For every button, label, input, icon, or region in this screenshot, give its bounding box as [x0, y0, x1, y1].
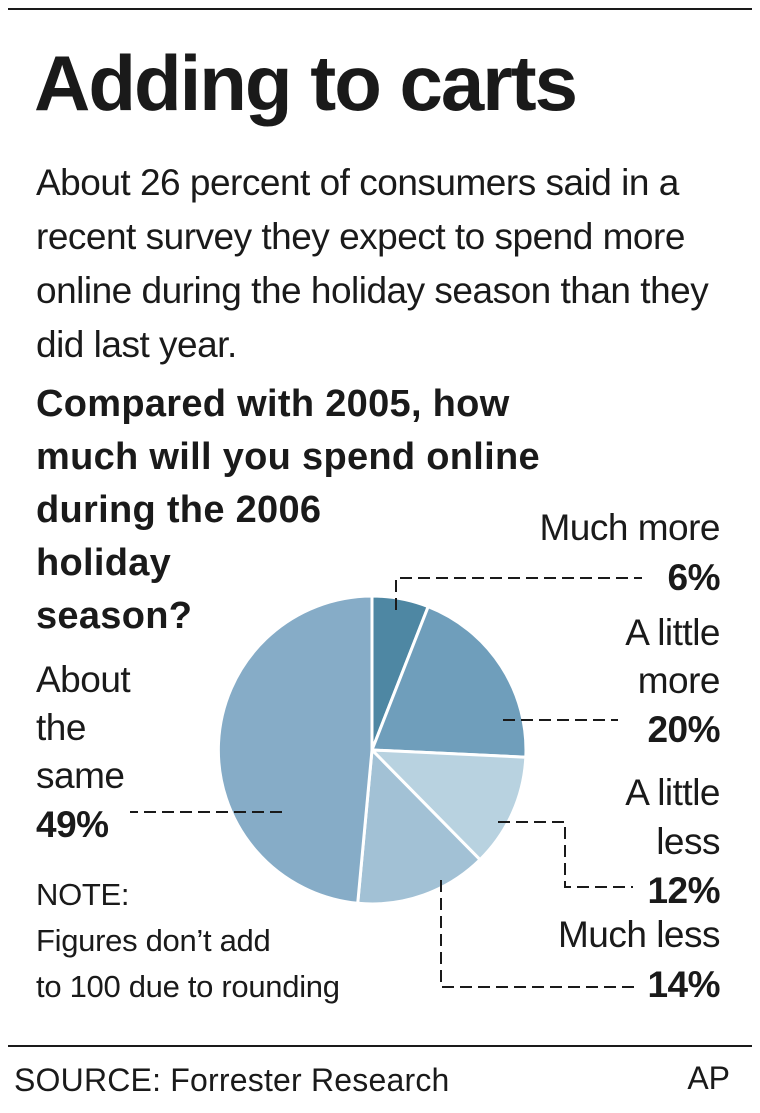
question-line: much will you spend online — [36, 436, 540, 478]
pie-slice — [368, 748, 528, 862]
agency-credit: AP — [687, 1060, 730, 1096]
question-line: Compared with 2005, how — [36, 383, 510, 425]
question-line: during the 2006 — [36, 489, 322, 531]
slice-label: A little — [625, 612, 720, 653]
pie-slice — [356, 746, 483, 906]
chart-note: NOTE: Figures don’t add to 100 due to ro… — [36, 872, 340, 1010]
slice-label: less — [656, 821, 720, 862]
question-line: holiday — [36, 542, 172, 584]
pie-slice — [369, 604, 528, 759]
note-line: NOTE: — [36, 877, 130, 912]
bottom-rule — [8, 1045, 752, 1047]
slice-label: the — [36, 707, 86, 748]
slice-label: same — [36, 755, 124, 796]
leader-line — [440, 880, 634, 988]
note-line: to 100 due to rounding — [36, 969, 340, 1004]
top-rule — [8, 8, 752, 10]
slice-label: Much less — [558, 914, 720, 955]
pie-slice — [216, 594, 374, 905]
leader-line — [395, 577, 642, 610]
chart-subtitle: About 26 percent of consumers said in a … — [36, 162, 709, 365]
slice-value-label: 20% — [647, 709, 720, 750]
slice-value-label: 6% — [668, 557, 720, 598]
slice-value-label: 14% — [647, 964, 720, 1005]
slice-value-label: 12% — [647, 870, 720, 911]
slice-label: more — [638, 660, 720, 701]
leader-line — [498, 821, 633, 888]
survey-question: Compared with 2005, how much will you sp… — [36, 378, 540, 643]
slice-label: A little — [625, 772, 720, 813]
chart-title: Adding to carts — [34, 39, 578, 127]
slice-label: About — [36, 659, 131, 700]
slice-value-label: 49% — [36, 804, 109, 845]
question-line: season? — [36, 595, 193, 637]
source-credit: SOURCE: Forrester Research — [14, 1062, 450, 1098]
slice-label: Much more — [539, 507, 720, 548]
note-line: Figures don’t add — [36, 923, 271, 958]
